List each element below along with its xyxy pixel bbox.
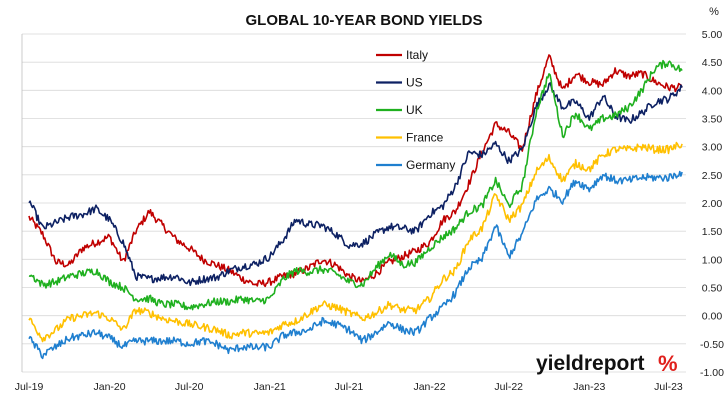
legend-label-uk: UK (406, 103, 423, 117)
y-tick-label: 4.50 (702, 57, 723, 69)
x-tick-label: Jul-19 (15, 381, 44, 393)
legend-label-france: France (406, 131, 444, 145)
x-tick-label: Jan-20 (93, 381, 125, 393)
chart-title: GLOBAL 10-YEAR BOND YIELDS (246, 12, 483, 29)
y-tick-label: 3.50 (702, 114, 723, 126)
y-axis-ticks: 5.00 4.50 4.00 3.50 3.00 2.50 2.00 1.50 1.00 0.50… (700, 29, 724, 379)
x-tick-label: Jul-20 (175, 381, 204, 393)
series-lines (28, 54, 683, 360)
legend-label-italy: Italy (406, 48, 428, 62)
x-tick-label: Jan-23 (573, 381, 605, 393)
y-tick-label: 3.00 (702, 142, 723, 154)
series-line-uk (28, 59, 683, 311)
y-tick-label: 0.00 (702, 311, 723, 323)
legend: Italy US UK France Germany (376, 48, 455, 172)
x-tick-label: Jul-23 (654, 381, 683, 393)
x-axis-ticks: Jul-19 Jan-20 Jul-20 Jan-21 Jul-21 Jan-22 Jul-… (15, 381, 683, 393)
x-tick-label: Jan-22 (413, 381, 445, 393)
y-tick-label: 4.00 (702, 85, 723, 97)
y-tick-label: -0.50 (700, 339, 724, 351)
y-axis-unit: % (709, 6, 719, 18)
y-tick-label: -1.00 (700, 367, 724, 379)
y-tick-label: 2.50 (702, 170, 723, 182)
x-tick-label: Jul-22 (494, 381, 523, 393)
logo-percent-icon: % (658, 351, 678, 376)
x-tick-label: Jul-21 (335, 381, 364, 393)
logo-text: yieldreport (536, 352, 645, 375)
series-line-france (28, 141, 683, 343)
y-tick-label: 2.00 (702, 198, 723, 210)
series-line-germany (28, 170, 683, 360)
legend-label-us: US (406, 76, 423, 90)
series-line-italy (28, 54, 683, 288)
y-tick-label: 5.00 (702, 29, 723, 41)
y-tick-label: 1.00 (702, 254, 723, 266)
series-line-us (28, 82, 683, 287)
x-tick-label: Jan-21 (254, 381, 286, 393)
yieldreport-logo: yieldreport % (536, 351, 678, 376)
y-tick-label: 1.50 (702, 226, 723, 238)
y-tick-label: 0.50 (702, 283, 723, 295)
legend-label-germany: Germany (406, 158, 455, 172)
